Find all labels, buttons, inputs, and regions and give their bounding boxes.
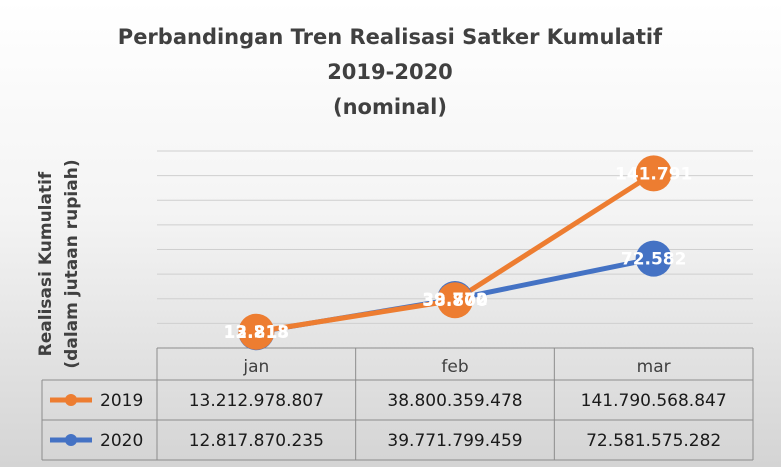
data-label-2019-feb: 38.800 — [422, 291, 488, 311]
table-cell-2020-jan: 12.817.870.235 — [189, 431, 324, 451]
data-label-2019-jan: 13.213 — [224, 323, 290, 343]
point-labels: 13.213 38.800 141.791 12.818 39.772 72.582 — [224, 164, 693, 343]
legend-marker-2019 — [65, 394, 77, 406]
category-label-mar: mar — [637, 357, 671, 377]
legend-label-2019: 2019 — [100, 391, 143, 411]
table-cell-2020-feb: 39.771.799.459 — [387, 431, 522, 451]
data-table-rows: 2019 13.212.978.807 38.800.359.478 141.790.… — [50, 391, 727, 451]
table-cell-2019-mar: 141.790.568.847 — [581, 391, 727, 411]
data-label-2020-mar: 72.582 — [621, 250, 687, 270]
data-point-2019-feb — [437, 282, 473, 319]
data-point-2020-mar — [635, 240, 672, 277]
chart-title: Perbandingan Tren Realisasi Satker Kumul… — [118, 25, 663, 119]
category-label-feb: feb — [441, 357, 468, 377]
chart-title-line-1: Perbandingan Tren Realisasi Satker Kumul… — [118, 25, 663, 49]
table-cell-2019-feb: 38.800.359.478 — [387, 391, 522, 411]
y-axis-label: Realisasi Kumulatif (dalam jutaan rupiah… — [36, 159, 82, 368]
category-labels: jan feb mar — [242, 357, 670, 377]
legend-label-2020: 2020 — [100, 431, 143, 451]
chart-title-line-2: 2019-2020 — [327, 60, 453, 84]
table-cell-2020-mar: 72.581.575.282 — [586, 431, 721, 451]
y-axis-label-line-2: (dalam jutaan rupiah) — [62, 159, 82, 368]
data-label-2020-jan: 12.818 — [224, 323, 290, 343]
data-label-2019-mar: 141.791 — [615, 164, 692, 184]
series-points — [238, 155, 672, 351]
category-label-jan: jan — [242, 357, 269, 377]
legend-marker-2020 — [65, 434, 77, 446]
data-point-2019-jan — [238, 313, 275, 350]
y-axis-label-line-1: Realisasi Kumulatif — [36, 171, 56, 356]
data-table — [41, 347, 754, 461]
data-point-2019-mar — [635, 155, 672, 192]
chart-title-line-3: (nominal) — [333, 95, 447, 119]
gridlines — [157, 150, 753, 324]
data-label-2020-feb: 39.772 — [422, 290, 488, 310]
table-cell-2019-jan: 13.212.978.807 — [189, 391, 324, 411]
